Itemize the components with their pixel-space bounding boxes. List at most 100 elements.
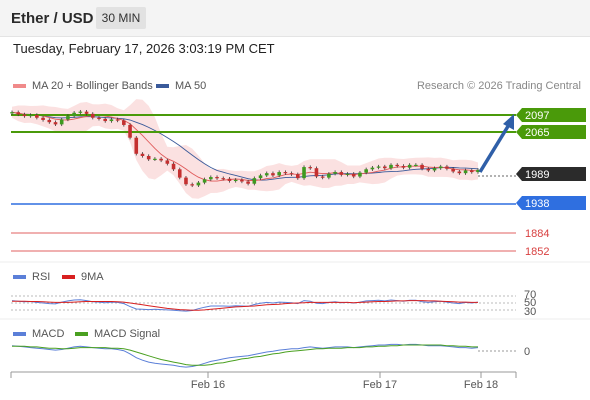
macd-label: MACD	[32, 328, 65, 341]
candle-body	[209, 177, 213, 180]
candle-body	[66, 116, 70, 120]
candle-body	[438, 166, 443, 169]
candle-body	[28, 114, 33, 117]
candle-body	[246, 181, 250, 184]
candle-body	[202, 179, 207, 183]
chart-header: Ether / USD 30 MIN	[0, 0, 590, 37]
candle-body	[53, 122, 58, 125]
level-label-2065: 2065	[516, 125, 586, 139]
candle-body	[22, 114, 27, 117]
rsi-ma-label: 9MA	[81, 271, 104, 284]
macd-signal-label: MACD Signal	[94, 328, 161, 341]
macd-zero-label: 0	[524, 346, 530, 358]
candle-body	[469, 170, 474, 173]
candle-body	[84, 111, 89, 114]
candle-body	[407, 164, 412, 168]
candle-body	[302, 167, 306, 179]
candle-body	[457, 171, 462, 174]
legend-macd: MACD	[13, 328, 64, 340]
candle-body	[171, 163, 176, 170]
candle-body	[165, 160, 170, 164]
level-label-1989: 1989	[516, 167, 586, 181]
candle-body	[296, 174, 300, 179]
candle-body	[97, 117, 101, 119]
level-label-2097: 2097	[516, 108, 586, 122]
candle-body	[401, 165, 406, 168]
candle-body	[333, 172, 337, 174]
rsi-swatch	[13, 275, 26, 280]
candle-body	[16, 112, 21, 115]
candle-body	[383, 166, 387, 169]
candle-body	[420, 164, 424, 169]
candlestick-series	[10, 109, 480, 188]
candle-body	[476, 169, 480, 173]
candle-body	[258, 175, 263, 179]
candle-body	[35, 114, 39, 118]
candle-body	[146, 155, 151, 160]
candle-body	[115, 119, 120, 121]
candle-body	[196, 182, 201, 186]
candle-body	[109, 119, 114, 122]
candle-body	[233, 179, 238, 182]
candle-body	[72, 112, 76, 117]
candle-body	[463, 170, 468, 174]
candle-body	[159, 158, 163, 161]
candle-body	[41, 117, 45, 120]
macd-signal-line	[12, 344, 478, 366]
candle-body	[320, 176, 325, 178]
candle-body	[327, 173, 331, 178]
candle-body	[389, 164, 393, 169]
level-1989-text: 1989	[525, 169, 549, 181]
rsi-label: RSI	[32, 271, 51, 284]
rsi-level-30: 30	[524, 306, 536, 318]
candle-body	[358, 172, 362, 177]
candle-body	[59, 119, 64, 125]
x-tick-feb17: Feb 17	[363, 379, 397, 391]
candle-body	[345, 173, 350, 175]
candle-body	[426, 168, 431, 171]
level-2065-text: 2065	[525, 127, 549, 139]
legend-ma50: MA 50	[156, 80, 206, 92]
level-1852-text: 1852	[525, 246, 549, 258]
candle-body	[10, 112, 14, 114]
candle-body	[78, 111, 83, 113]
macd-swatch	[13, 332, 26, 337]
x-tick-feb18: Feb 18	[464, 379, 498, 391]
timeframe-button[interactable]: 30 MIN	[96, 7, 146, 29]
x-tick-feb16: Feb 16	[191, 379, 225, 391]
candle-body	[277, 172, 281, 176]
candle-body	[122, 120, 126, 125]
candle-body	[376, 166, 381, 168]
level-1938-text: 1938	[525, 198, 549, 210]
rsi-level-70: 70	[524, 289, 536, 301]
candle-body	[271, 173, 275, 176]
candle-body	[351, 173, 356, 177]
candle-body	[227, 178, 232, 181]
legend-rsi: RSI	[13, 271, 50, 283]
macd-signal-swatch	[75, 332, 88, 337]
candle-body	[140, 153, 145, 156]
legend-macd-signal: MACD Signal	[75, 328, 160, 340]
candle-body	[314, 168, 319, 177]
candle-body	[134, 137, 139, 154]
candle-body	[153, 158, 157, 160]
level-1884-text: 1884	[525, 228, 549, 240]
candle-body	[289, 173, 294, 175]
legend-ma20: MA 20 + Bollinger Bands	[13, 80, 153, 92]
candle-body	[432, 168, 437, 171]
candle-body	[215, 177, 219, 179]
candle-body	[370, 167, 375, 170]
candle-body	[184, 177, 188, 185]
credit-text: Research © 2026 Trading Central	[416, 80, 581, 92]
level-2097-text: 2097	[525, 110, 549, 122]
candle-body	[252, 178, 257, 184]
candle-body	[414, 164, 418, 167]
ma20-swatch	[13, 84, 26, 89]
candle-body	[221, 178, 226, 180]
candle-body	[128, 124, 132, 138]
candle-body	[264, 173, 269, 176]
candle-body	[103, 118, 107, 122]
level-label-1938: 1938	[516, 196, 586, 210]
candle-body	[451, 168, 455, 172]
